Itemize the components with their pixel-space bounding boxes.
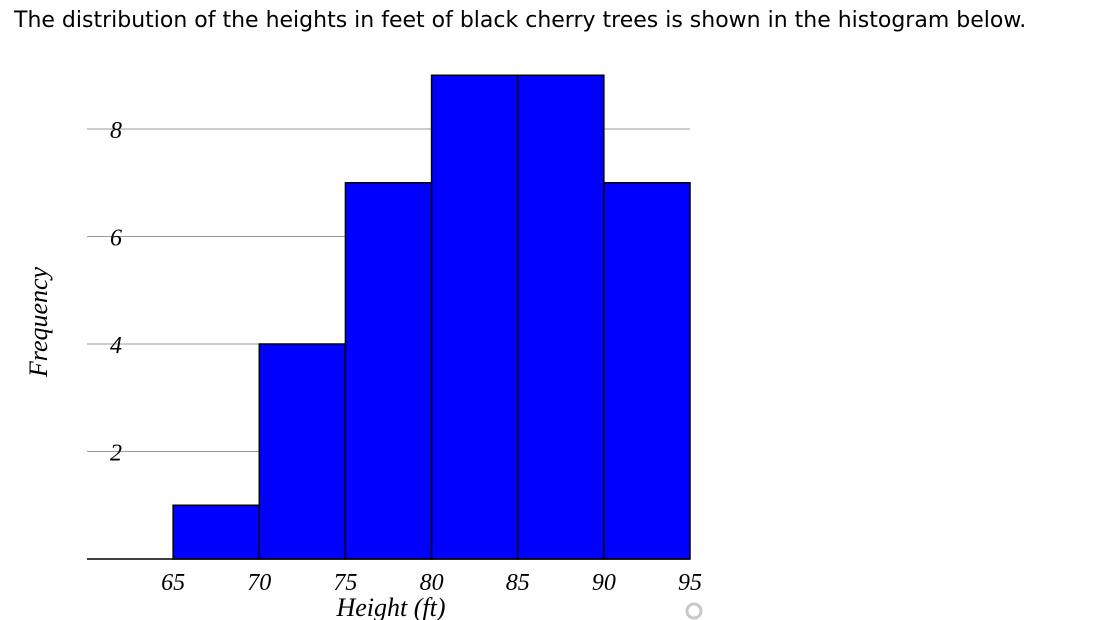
y-tick-label-6: 6	[110, 226, 122, 252]
bar-80-85	[430, 74, 519, 560]
x-tick-label-65: 65	[161, 570, 185, 596]
bar-90-95	[603, 182, 691, 560]
y-tick-label-8: 8	[110, 118, 122, 144]
tick-labels: 65 70 75 80 85 90 95 2 4 6 8	[110, 118, 702, 596]
bar-65-70	[172, 504, 261, 560]
bar-85-90	[516, 74, 605, 560]
bar-70-75	[258, 343, 347, 560]
bar-75-80	[344, 182, 433, 560]
y-axis-label: Frequency	[24, 266, 53, 378]
x-tick-label-75: 75	[333, 570, 357, 596]
question-text: The distribution of the heights in feet …	[14, 8, 1027, 33]
y-tick-label-2: 2	[110, 441, 122, 467]
x-tick-label-95: 95	[678, 570, 702, 596]
bars	[172, 74, 691, 560]
y-tick-label-4: 4	[110, 333, 122, 359]
magnifier-icon[interactable]	[684, 600, 704, 620]
x-tick-label-85: 85	[506, 570, 530, 596]
x-axis-label: Height (ft)	[335, 593, 445, 620]
x-tick-label-70: 70	[247, 570, 271, 596]
x-tick-label-80: 80	[420, 570, 444, 596]
x-tick-label-90: 90	[592, 570, 616, 596]
